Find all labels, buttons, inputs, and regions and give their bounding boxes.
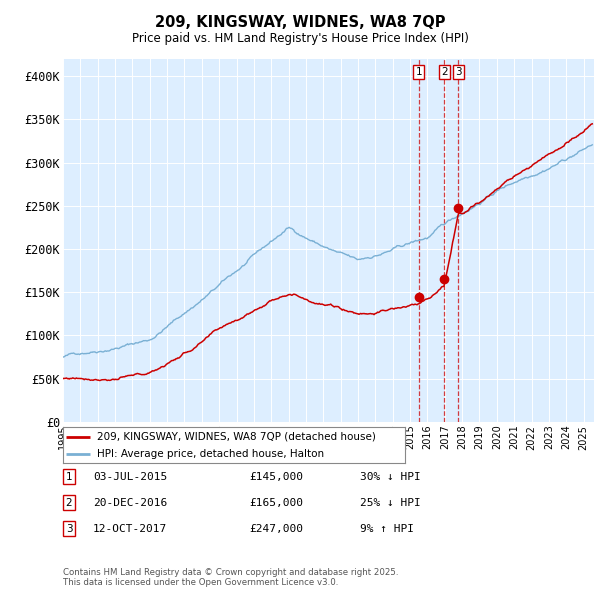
Text: 2: 2 — [441, 67, 448, 77]
Text: 1: 1 — [65, 472, 73, 481]
Text: 03-JUL-2015: 03-JUL-2015 — [93, 472, 167, 481]
Text: 1: 1 — [415, 67, 422, 77]
Text: Price paid vs. HM Land Registry's House Price Index (HPI): Price paid vs. HM Land Registry's House … — [131, 32, 469, 45]
Text: HPI: Average price, detached house, Halton: HPI: Average price, detached house, Halt… — [97, 449, 325, 459]
Text: 3: 3 — [65, 524, 73, 533]
Text: 20-DEC-2016: 20-DEC-2016 — [93, 498, 167, 507]
Text: £165,000: £165,000 — [249, 498, 303, 507]
Text: 30% ↓ HPI: 30% ↓ HPI — [360, 472, 421, 481]
Text: 9% ↑ HPI: 9% ↑ HPI — [360, 524, 414, 533]
Text: 3: 3 — [455, 67, 461, 77]
Text: £145,000: £145,000 — [249, 472, 303, 481]
Text: Contains HM Land Registry data © Crown copyright and database right 2025.
This d: Contains HM Land Registry data © Crown c… — [63, 568, 398, 587]
Text: 2: 2 — [65, 498, 73, 507]
Text: 25% ↓ HPI: 25% ↓ HPI — [360, 498, 421, 507]
Text: £247,000: £247,000 — [249, 524, 303, 533]
Text: 209, KINGSWAY, WIDNES, WA8 7QP: 209, KINGSWAY, WIDNES, WA8 7QP — [155, 15, 445, 30]
Text: 12-OCT-2017: 12-OCT-2017 — [93, 524, 167, 533]
Text: 209, KINGSWAY, WIDNES, WA8 7QP (detached house): 209, KINGSWAY, WIDNES, WA8 7QP (detached… — [97, 432, 376, 442]
